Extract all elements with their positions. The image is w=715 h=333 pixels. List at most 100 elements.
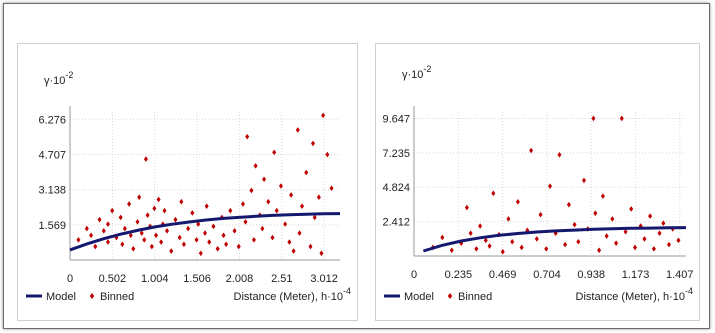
- binned-point: [642, 236, 647, 242]
- binned-point: [110, 207, 115, 214]
- x-tick-label: 0.235: [445, 269, 473, 281]
- binned-point: [291, 248, 296, 254]
- y-tick-label: 7.235: [382, 148, 410, 160]
- binned-point: [127, 201, 132, 207]
- binned-point: [120, 241, 125, 248]
- semivariogram-chart-left: 1.569 3.138 4.707 6.276 0 0.502 1.004 1.506 2.00…: [26, 70, 351, 303]
- x-axis-label-base: Distance (Meter), h·10: [234, 291, 343, 303]
- binned-point: [600, 193, 605, 199]
- binned-point: [245, 133, 250, 140]
- binned-point: [440, 234, 445, 241]
- binned-point: [173, 216, 178, 223]
- binned-point: [289, 192, 294, 198]
- x-axis-label-exponent: -4: [685, 286, 693, 296]
- legend-binned-swatch: [89, 293, 95, 299]
- binned-point: [593, 210, 598, 217]
- binned-point: [661, 220, 666, 227]
- binned-point: [468, 230, 473, 236]
- binned-point: [101, 228, 106, 234]
- y-tick-label: 3.138: [38, 185, 66, 197]
- binned-point: [510, 238, 515, 245]
- binned-point: [604, 233, 609, 239]
- x-axis-label: Distance (Meter), h·10-4: [576, 286, 693, 303]
- y-axis-label-base: γ·10: [44, 75, 65, 87]
- binned-point: [198, 250, 203, 257]
- binned-point: [221, 232, 226, 239]
- x-axis-label-exponent: -4: [343, 286, 351, 296]
- binned-point: [139, 230, 144, 236]
- binned-point: [576, 238, 581, 245]
- x-tick-label: 3.012: [310, 273, 338, 285]
- binned-point: [614, 240, 619, 246]
- binned-point: [203, 230, 207, 236]
- binned-point: [118, 214, 123, 221]
- y-axis-label: γ·10-2: [44, 70, 73, 87]
- binned-point: [236, 243, 241, 250]
- binned-point: [89, 232, 94, 239]
- y-axis-label-base: γ·10: [402, 69, 423, 81]
- y-axis-label-exponent: -2: [423, 64, 431, 74]
- binned-point: [114, 234, 119, 241]
- binned-point: [548, 183, 552, 189]
- figure-frame: 1.569 3.138 4.707 6.276 0 0.502 1.004 1.506 2.00…: [3, 3, 710, 329]
- model-curve: [69, 212, 341, 252]
- binned-point: [137, 194, 142, 201]
- binned-point: [270, 234, 275, 241]
- binned-point: [287, 239, 292, 245]
- binned-point: [557, 151, 562, 158]
- binned-point: [515, 199, 520, 205]
- binned-point: [321, 112, 326, 119]
- binned-point: [623, 228, 628, 235]
- binned-point: [312, 214, 317, 221]
- binned-point: [165, 228, 170, 234]
- legend-binned-swatch: [447, 293, 453, 299]
- binned-point: [676, 237, 681, 244]
- binned-point: [149, 243, 154, 250]
- binned-point: [177, 234, 182, 241]
- binned-point: [232, 228, 237, 234]
- semivariogram-panel-right: 2.412 4.824 7.235 9.647 0 0.235 0.469 0.704 0.93…: [375, 43, 700, 321]
- binned-point: [474, 246, 479, 252]
- binned-point: [76, 237, 81, 243]
- binned-point: [122, 225, 127, 232]
- binned-point: [278, 183, 283, 189]
- binned-point: [207, 239, 212, 245]
- binned-point: [544, 246, 549, 252]
- x-tick-label: 0.704: [533, 269, 561, 281]
- binned-point: [142, 237, 147, 243]
- binned-point: [572, 221, 577, 228]
- binned-point: [582, 177, 586, 184]
- binned-point: [308, 243, 313, 250]
- binned-point: [300, 203, 305, 209]
- binned-point: [591, 115, 596, 122]
- legend-model-label: Model: [46, 291, 76, 303]
- semivariogram-chart-right: 2.412 4.824 7.235 9.647 0 0.235 0.469 0.704 0.93…: [382, 64, 693, 303]
- binned-point: [597, 247, 602, 254]
- binned-point: [215, 245, 220, 252]
- binned-point: [633, 244, 637, 251]
- binned-point: [97, 216, 102, 223]
- binned-point: [105, 221, 110, 227]
- binned-point: [224, 241, 229, 248]
- binned-point: [529, 147, 534, 154]
- binned-point: [262, 176, 267, 183]
- binned-point: [154, 232, 159, 239]
- binned-point: [190, 210, 195, 216]
- binned-point: [156, 196, 161, 203]
- binned-point: [272, 149, 277, 156]
- binned-point: [319, 250, 324, 257]
- binned-point: [491, 190, 496, 197]
- binned-point: [228, 207, 233, 214]
- binned-point: [651, 246, 656, 252]
- binned-point: [311, 140, 315, 147]
- binned-point: [93, 243, 98, 250]
- binned-point: [295, 127, 300, 133]
- binned-point: [152, 205, 157, 212]
- binned-point: [105, 239, 110, 245]
- binned-point: [483, 237, 488, 244]
- binned-point: [211, 223, 216, 230]
- x-tick-label: 0: [411, 269, 417, 281]
- binned-point: [464, 204, 469, 211]
- binned-point: [506, 216, 511, 222]
- binned-point: [478, 223, 483, 229]
